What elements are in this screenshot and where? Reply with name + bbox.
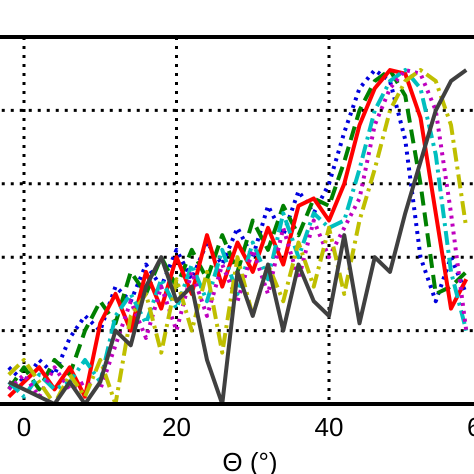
x-tick-label: 20 (162, 412, 191, 442)
series-line (7, 68, 469, 399)
series-line (7, 68, 468, 392)
series-line (7, 68, 469, 404)
x-axis-label: Θ (°) (222, 447, 277, 474)
series-line (7, 68, 469, 384)
series-line (7, 68, 468, 404)
x-tick-label: 0 (17, 412, 31, 442)
plot-area (7, 68, 469, 404)
x-tick-label: 60 (467, 412, 474, 442)
series-line (7, 68, 469, 399)
x-tick-label: 40 (315, 412, 344, 442)
